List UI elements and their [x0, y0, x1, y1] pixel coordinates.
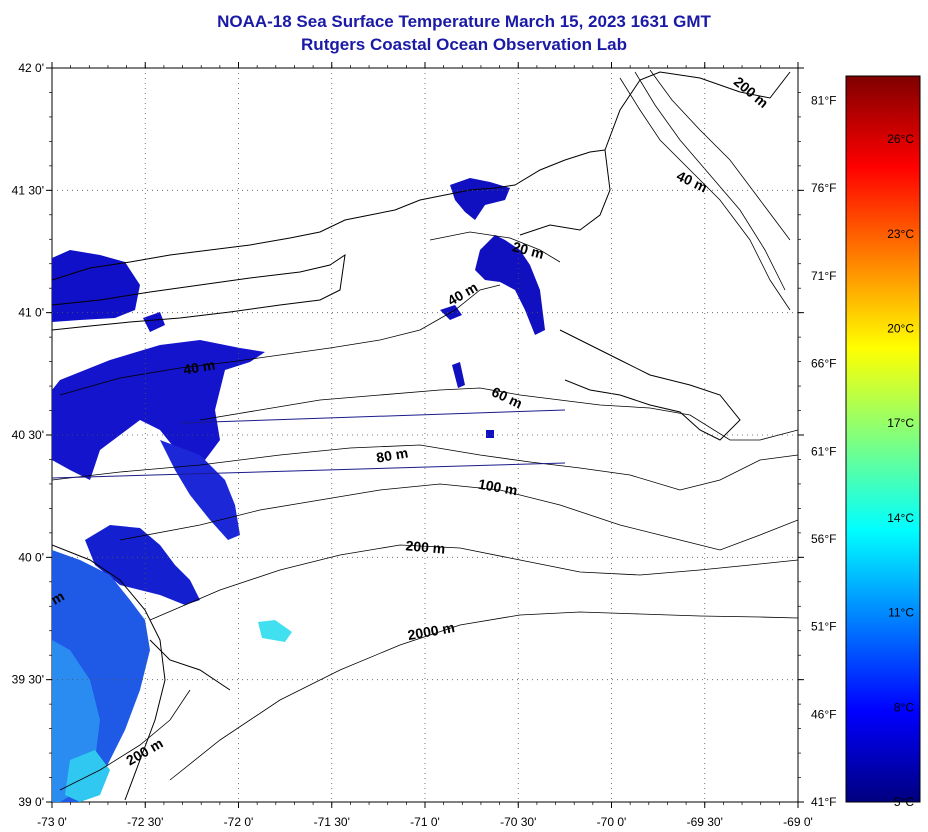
coastline-long-island	[52, 253, 346, 331]
contour-label: 100 m	[477, 476, 519, 499]
sst-patch-shelf-north	[52, 340, 265, 480]
contour-60m	[199, 387, 798, 441]
lat-label: 39 30'	[12, 673, 44, 687]
colorbar-fahrenheit-label: 46°F	[811, 707, 836, 721]
colorbar-fahrenheit-label: 41°F	[811, 795, 836, 809]
sst-patch-small-2	[452, 362, 465, 388]
contour-200m-south	[59, 689, 191, 791]
contour-label: 80 m	[375, 444, 409, 465]
colorbar-fahrenheit-label: 61°F	[811, 444, 836, 458]
map-axes: 42 0' 41 30' 41 0' 40 30' 40 0' 39 30' 39 0' -7…	[12, 61, 813, 829]
map-subtitle: Rutgers Coastal Ocean Observation Lab	[301, 35, 627, 54]
colorbar	[845, 75, 921, 803]
colorbar-fahrenheit-label: 81°F	[811, 94, 836, 108]
lat-label: 40 30'	[12, 428, 44, 442]
lon-label: -72 30'	[127, 815, 163, 829]
lat-label: 41 0'	[18, 306, 44, 320]
sst-patch-nj-shelf	[85, 525, 200, 605]
lon-label: -69 30'	[687, 815, 723, 829]
track-line-lower	[52, 462, 566, 479]
lat-label: 42 0'	[18, 61, 44, 75]
track-line-upper	[179, 409, 566, 424]
contour-200m	[149, 544, 798, 621]
colorbar-celsius-label: 14°C	[887, 511, 914, 525]
colorbar-fahrenheit-label: 76°F	[811, 181, 836, 195]
contour-label: 20 m	[511, 238, 546, 262]
lon-label: -70 0'	[597, 815, 627, 829]
contour-label: 40 m	[182, 356, 216, 377]
track-lines	[52, 409, 566, 479]
coastline-nj	[52, 544, 166, 801]
sst-patch-shelf-tail	[160, 440, 240, 540]
sst-patch-warm-eddy	[258, 620, 292, 642]
colorbar-celsius-label: 5°C	[894, 795, 914, 809]
lon-label: -70 30'	[500, 815, 536, 829]
contour-label: 200 m	[405, 537, 446, 556]
coastline-connecticut	[52, 149, 606, 281]
lon-label: -73 0'	[37, 815, 67, 829]
colorbar-celsius-label: 23°C	[887, 227, 914, 241]
coastline-nantucket-shoals	[559, 329, 741, 441]
contour-gom-3	[649, 69, 791, 241]
colorbar-celsius-label: 26°C	[887, 132, 914, 146]
colorbar-celsius-label: 20°C	[887, 322, 914, 336]
lon-label: -69 0'	[783, 815, 813, 829]
coastline-south	[149, 639, 231, 691]
contour-2000m	[169, 611, 798, 781]
sst-patch-buzzards	[475, 235, 545, 335]
lat-label: 40 0'	[18, 550, 44, 564]
lon-label: -71 0'	[410, 815, 440, 829]
colorbar-labels: 26°C 23°C 20°C 17°C 14°C 11°C 8°C 5°C 81°F 76°F 71…	[811, 94, 914, 809]
contour-gom-1	[619, 77, 791, 311]
map-title: NOAA-18 Sea Surface Temperature March 15…	[217, 12, 711, 31]
lon-label: -71 30'	[314, 815, 350, 829]
lat-label: 39 0'	[18, 795, 44, 809]
coastlines	[52, 71, 791, 801]
lat-label: 41 30'	[12, 183, 44, 197]
sst-patch-long-island	[52, 250, 140, 322]
coastline-cape-cod	[604, 71, 791, 151]
contour-100m	[119, 483, 798, 551]
contour-40m-north	[59, 284, 501, 396]
colorbar-fahrenheit-label: 71°F	[811, 269, 836, 283]
sst-patch-small-3	[486, 430, 494, 438]
sst-patch-block-island	[143, 312, 165, 332]
sst-pixels	[52, 178, 545, 802]
coastline-cape-cod-inner	[519, 149, 611, 236]
bathymetry-contours	[52, 69, 798, 791]
contour-gom-2	[634, 71, 786, 291]
colorbar-celsius-label: 17°C	[887, 416, 914, 430]
contour-80m	[52, 444, 798, 491]
colorbar-fahrenheit-label: 56°F	[811, 532, 836, 546]
lon-label: -72 0'	[224, 815, 254, 829]
colorbar-fahrenheit-label: 66°F	[811, 357, 836, 371]
colorbar-celsius-label: 11°C	[888, 606, 914, 620]
contour-20m	[429, 231, 561, 263]
colorbar-celsius-label: 8°C	[894, 700, 914, 714]
colorbar-fahrenheit-label: 51°F	[811, 620, 836, 634]
